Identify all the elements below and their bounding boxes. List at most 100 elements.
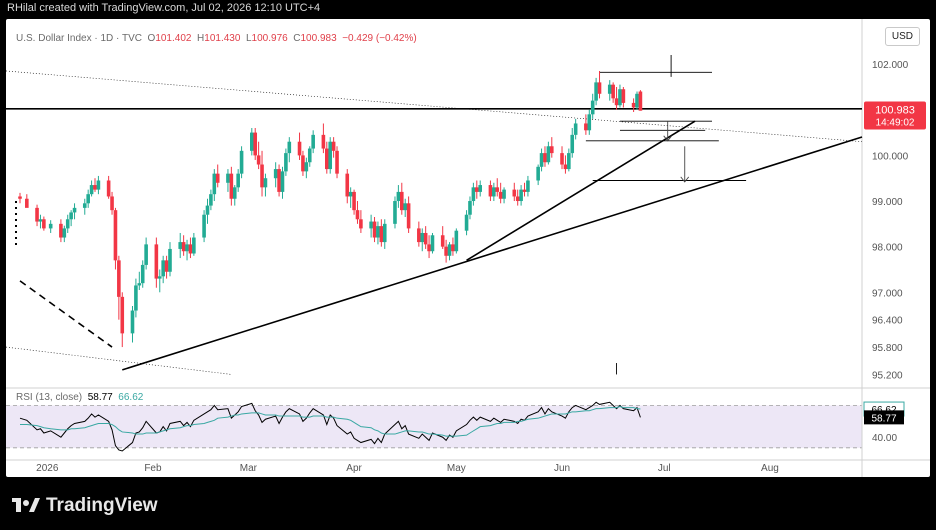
candle-body (492, 187, 496, 197)
creator-caption: RHilal created with TradingView.com, Jul… (7, 2, 321, 14)
candle-body (369, 221, 373, 229)
candle-body (417, 228, 421, 243)
candle-body (618, 89, 622, 106)
candle-body (597, 82, 602, 94)
candle-body (168, 248, 172, 272)
candle-body (471, 187, 476, 202)
candle-body (185, 244, 189, 252)
candle-body (325, 148, 329, 170)
candle-body (236, 173, 240, 188)
dashed-downtrend-line (19, 280, 113, 348)
candle-body (110, 196, 114, 211)
chart-canvas[interactable]: 102.000 100.000 99.000 98.000 97.000 96.400 95… (6, 19, 930, 477)
open-value: 101.402 (155, 33, 192, 44)
candle-body (348, 191, 353, 197)
candle-body (212, 173, 217, 195)
candle-body (263, 178, 268, 188)
candle-body (444, 246, 448, 256)
currency-button[interactable]: USD (884, 27, 920, 46)
candle-body (352, 191, 356, 211)
candle-body (594, 82, 598, 101)
candle-body (280, 171, 285, 192)
candle-body (328, 141, 333, 170)
upper-channel-line (6, 70, 863, 143)
candle-body (611, 84, 615, 99)
candle-body (464, 214, 469, 231)
candle-body (188, 244, 193, 254)
candle-body (539, 153, 544, 167)
candle-body (399, 191, 404, 211)
candle-body (130, 310, 135, 334)
rsi-label[interactable]: RSI (13, close) (16, 392, 83, 403)
candle-body (181, 242, 186, 252)
candle-body (560, 153, 564, 165)
price-tick-label: 95.800 (872, 343, 903, 354)
candle-body (120, 296, 125, 334)
close-value: 100.983 (300, 33, 337, 44)
time-tick-label: Apr (346, 463, 362, 474)
candle-body (454, 230, 459, 252)
chart-panel[interactable]: 102.000 100.000 99.000 98.000 97.000 96.400 95… (6, 19, 930, 477)
candle-body (157, 276, 162, 279)
candle-body (359, 219, 363, 229)
lower-channel-line (6, 346, 232, 375)
candle-body (372, 221, 377, 238)
rsi-ma-line (20, 406, 641, 437)
price-tick-label: 95.200 (872, 370, 903, 381)
candle-body (614, 98, 619, 106)
tradingview-logo: TradingView (12, 495, 158, 517)
ohlc-legend: U.S. Dollar Index · 1D · TVC O101.402 H1… (16, 33, 417, 44)
candle-body (260, 164, 264, 188)
price-tick-label: 98.000 (872, 243, 903, 254)
candle-body (607, 84, 612, 94)
last-price-label: 100.983 (875, 105, 915, 117)
price-tick-label: 97.000 (872, 288, 903, 299)
candle-body (536, 166, 540, 181)
target-arrow-2-head (680, 176, 690, 183)
candle-body (376, 226, 380, 238)
time-tick-label: May (447, 463, 466, 474)
candle-body (546, 146, 551, 163)
candle-body (277, 169, 281, 192)
candle-body (229, 173, 234, 199)
candle-body (287, 141, 292, 154)
candle-body (62, 228, 67, 238)
candle-body (570, 134, 575, 154)
candle-body (86, 194, 90, 204)
candle-body (563, 164, 568, 170)
open-label: O (147, 33, 156, 44)
change-value: −0.429 (−0.42%) (342, 33, 417, 44)
candle-body (253, 132, 258, 156)
candle-body (301, 155, 305, 172)
rsi-legend: RSI (13, close) 58.77 66.62 (16, 392, 143, 403)
candle-body (468, 201, 472, 215)
symbol-name[interactable]: U.S. Dollar Index · 1D · TVC (16, 33, 142, 44)
candle-body (137, 283, 142, 286)
candle-body (164, 260, 169, 272)
low-label: L (245, 33, 252, 44)
candle-body (48, 223, 53, 229)
candle-body (393, 201, 397, 224)
candle-body (382, 223, 387, 243)
candle-body (573, 123, 578, 135)
candle-body (549, 146, 554, 154)
long-support-trendline (122, 136, 863, 371)
price-tick-label: 102.000 (872, 60, 909, 71)
candle-body (522, 189, 527, 192)
candle-body (140, 264, 145, 284)
brand-name: TradingView (46, 495, 158, 516)
candle-body (423, 232, 428, 245)
countdown-label: 14:49:02 (876, 118, 915, 129)
candle-body (25, 198, 29, 208)
candle-body (38, 219, 43, 222)
candle-body (59, 223, 63, 238)
candle-body (345, 173, 350, 197)
candle-body (631, 102, 636, 108)
time-tick-label: Jun (554, 463, 570, 474)
candle-body (474, 187, 479, 192)
candle-body (297, 141, 302, 156)
candle-body (69, 212, 73, 220)
low-value: 100.976 (251, 33, 288, 44)
candle-body (331, 141, 336, 151)
candle-body (420, 232, 425, 243)
